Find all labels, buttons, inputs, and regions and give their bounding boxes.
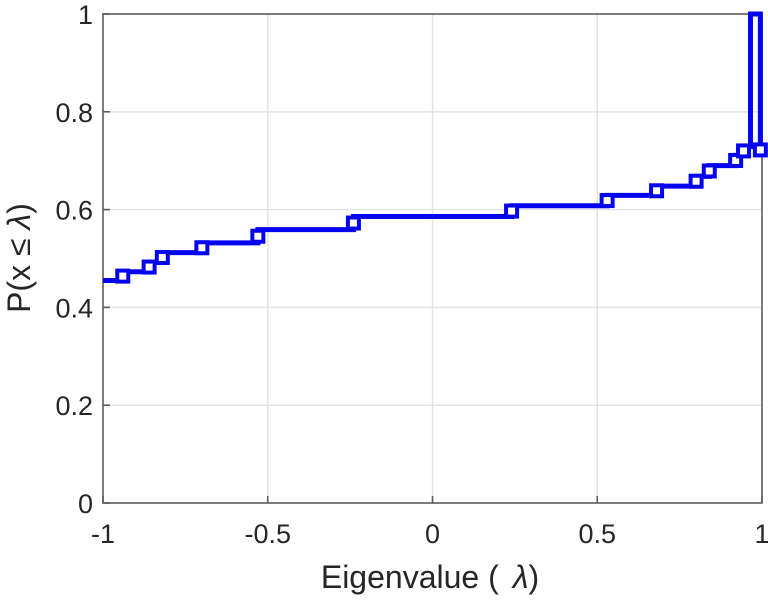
x-axis-label-text: Eigenvalue ( bbox=[321, 559, 499, 595]
x-tick-label: 1 bbox=[754, 519, 768, 549]
data-point-marker bbox=[688, 173, 704, 189]
data-point-marker bbox=[115, 268, 131, 284]
y-tick-label: 0.6 bbox=[55, 196, 93, 226]
y-tick-label: 0 bbox=[78, 489, 93, 519]
data-point-marker bbox=[649, 183, 665, 199]
x-axis-label-close-paren: ) bbox=[528, 559, 539, 595]
x-axis-label: Eigenvalue ( λ) bbox=[321, 559, 539, 595]
data-point-marker bbox=[154, 250, 170, 266]
y-axis-label-text: P(x ≤ bbox=[1, 238, 37, 312]
data-point-markers bbox=[115, 142, 768, 284]
x-tick-label: 0 bbox=[425, 519, 440, 549]
grid-lines bbox=[103, 14, 762, 503]
data-point-marker bbox=[728, 152, 744, 168]
data-point-marker bbox=[141, 259, 157, 275]
x-tick-label: 0.5 bbox=[578, 519, 616, 549]
lambda-symbol: λ bbox=[511, 559, 529, 595]
data-point-marker bbox=[701, 163, 717, 179]
data-point-marker bbox=[736, 143, 752, 159]
x-tick-label: -0.5 bbox=[244, 519, 291, 549]
data-point-marker bbox=[504, 203, 520, 219]
x-tick-label: -1 bbox=[91, 519, 115, 549]
y-tick-label: 0.8 bbox=[55, 98, 93, 128]
y-axis-label-close-paren: ) bbox=[1, 203, 37, 214]
data-point-marker bbox=[345, 215, 361, 231]
y-axis-label: P(x ≤ λ) bbox=[1, 203, 37, 313]
data-point-marker bbox=[194, 240, 210, 256]
data-point-marker bbox=[599, 193, 615, 209]
lambda-symbol: λ bbox=[1, 214, 37, 232]
y-tick-label: 0.4 bbox=[55, 293, 93, 323]
data-point-marker bbox=[250, 228, 266, 244]
data-point-marker bbox=[752, 142, 768, 158]
axes-box bbox=[102, 13, 763, 504]
tick-labels: -1 -0.5 0 0.5 1 0 0.2 0.4 0.6 0.8 1 bbox=[55, 0, 768, 549]
y-tick-label: 0.2 bbox=[55, 391, 93, 421]
y-tick-label: 1 bbox=[78, 0, 93, 30]
